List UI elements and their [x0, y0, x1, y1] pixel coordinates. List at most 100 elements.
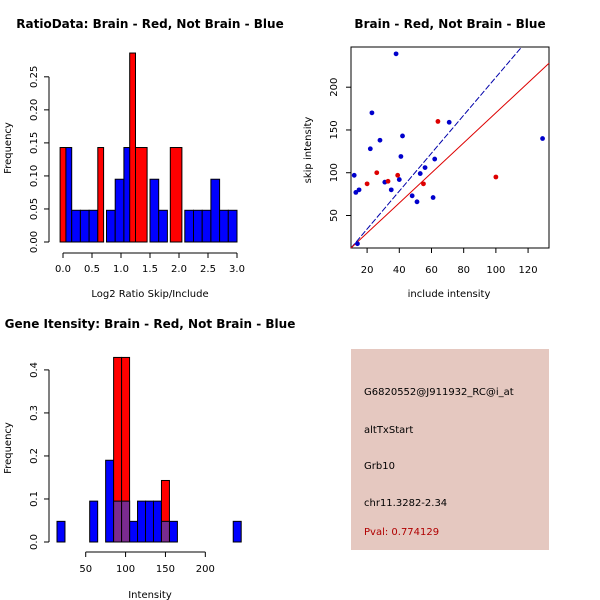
ratio-bar-not-brain-5 — [114, 178, 125, 243]
ratio-x-tick-label: 2.0 — [171, 264, 187, 275]
scatter-x-tick-label: 60 — [425, 265, 438, 276]
genomic-location: chr11.3282-2.34 — [364, 498, 448, 509]
ratio-bar-not-brain-3 — [88, 209, 99, 243]
ratio-bar-not-brain-10 — [193, 209, 203, 243]
scatter-point-not-brain — [409, 193, 415, 199]
scatter-plot-frame — [350, 46, 550, 249]
intensity-x-tick-label: 200 — [196, 564, 215, 575]
ratio-x-tick-label: 2.5 — [200, 264, 216, 275]
ratio-bar-not-brain-11 — [201, 209, 212, 243]
scatter-point-brain — [374, 170, 380, 176]
ratio-y-tick-label: 0.25 — [29, 66, 40, 88]
scatter-point-not-brain — [356, 187, 362, 193]
ratio-bar-brain-0 — [59, 147, 67, 243]
ratio-bar-brain-4 — [169, 147, 183, 243]
fit-line-brain — [350, 62, 550, 249]
scatter-points — [351, 51, 545, 247]
intensity-bar-overlap-1 — [121, 500, 131, 543]
ratio-x-tick-label: 1.5 — [142, 264, 158, 275]
scatter-xlabel: include intensity — [408, 289, 491, 300]
ratio-histogram-xlabel: Log2 Ratio Skip/Include — [91, 289, 208, 300]
ratio-x-tick-label: 1.0 — [113, 264, 129, 275]
scatter-point-not-brain — [417, 171, 423, 176]
intensity-x-tick-label: 150 — [156, 564, 175, 575]
event-type: altTxStart — [364, 425, 414, 436]
scatter-point-not-brain — [414, 199, 420, 205]
ratio-y-tick-label: 0.20 — [29, 99, 40, 121]
intensity-y-tick-label: 0.2 — [29, 448, 40, 464]
scatter-point-not-brain — [367, 146, 373, 152]
intensity-bar-not-brain-1 — [89, 500, 99, 543]
intensity-histogram-ylabel: Frequency — [3, 422, 14, 474]
ratio-y-tick-label: 0.10 — [29, 165, 40, 187]
scatter-point-brain — [385, 178, 391, 184]
scatter-x-tick-label: 80 — [457, 265, 470, 276]
intensity-x-tick-label: 100 — [116, 564, 135, 575]
intensity-x-tick-label: 50 — [79, 564, 92, 575]
ratio-histogram-title: RatioData: Brain - Red, Not Brain - Blue — [16, 17, 283, 31]
gene-name: Grb10 — [364, 461, 395, 472]
fit-line-not-brain — [350, 46, 523, 249]
scatter-y-tick-label: 150 — [329, 120, 340, 139]
scatter-point-not-brain — [446, 119, 452, 125]
intensity-bar-not-brain-7 — [145, 500, 154, 543]
scatter-y-tick-label: 100 — [329, 163, 340, 182]
probe-id: G6820552@J911932_RC@i_at — [364, 387, 514, 398]
scatter-point-not-brain — [351, 172, 357, 178]
intensity-bar-overlap-0 — [113, 500, 123, 543]
scatter-point-not-brain — [400, 133, 405, 139]
intensity-histogram-axes: 50 100 150 200 0.0 0.1 0.2 0.3 0.4 — [29, 362, 215, 575]
intensity-bar-not-brain-6 — [137, 500, 147, 543]
ratio-x-tick-label: 0.0 — [55, 264, 71, 275]
ratio-histogram-axes: 0.0 0.5 1.0 1.5 2.0 2.5 3.0 0.00 0.05 0.10 0.15 0.2… — [29, 66, 245, 275]
p-value: Pval: 0.774129 — [364, 527, 440, 538]
ratio-bar-not-brain-9 — [184, 209, 195, 243]
intensity-y-tick-label: 0.1 — [29, 491, 40, 507]
scatter-point-not-brain — [355, 241, 360, 247]
intensity-bar-overlap-2 — [160, 520, 170, 543]
ratio-bar-not-brain-7 — [149, 178, 160, 243]
scatter-point-brain — [395, 172, 401, 178]
scatter-point-not-brain — [432, 156, 438, 162]
intensity-y-tick-label: 0.3 — [29, 405, 40, 421]
scatter-y-tick-label: 200 — [329, 78, 340, 97]
ratio-y-tick-label: 0.05 — [29, 198, 40, 220]
intensity-bar-not-brain-0 — [56, 520, 66, 543]
scatter-x-tick-label: 20 — [361, 265, 374, 276]
ratio-bar-brain-2 — [129, 52, 136, 243]
ratio-x-tick-label: 0.5 — [84, 264, 100, 275]
scatter-point-not-brain — [430, 195, 436, 200]
scatter-point-brain — [493, 174, 499, 180]
scatter-point-brain — [421, 181, 426, 187]
ratio-y-tick-label: 0.15 — [29, 132, 40, 154]
scatter-point-not-brain — [388, 187, 394, 193]
intensity-histogram-bars — [56, 356, 242, 543]
scatter-point-not-brain — [377, 137, 383, 143]
ratio-histogram-ylabel: Frequency — [3, 122, 14, 174]
ratio-bar-not-brain-12 — [210, 178, 221, 243]
scatter-ylabel: skip intensity — [303, 117, 314, 184]
scatter-x-tick-label: 120 — [519, 265, 538, 276]
ratio-x-tick-label: 3.0 — [229, 264, 245, 275]
intensity-bar-not-brain-2 — [105, 459, 115, 543]
ratio-y-tick-label: 0.00 — [29, 231, 40, 253]
scatter-point-brain — [364, 181, 370, 187]
ratio-histogram: RatioData: Brain - Red, Not Brain - Blue… — [3, 17, 284, 300]
scatter-point-not-brain — [540, 136, 545, 141]
scatter-point-not-brain — [369, 110, 375, 116]
intensity-y-tick-label: 0.0 — [29, 534, 40, 550]
scatter-y-tick-label: 50 — [329, 209, 340, 222]
scatter-x-tick-label: 40 — [393, 265, 406, 276]
scatter-point-brain — [435, 119, 441, 124]
scatter-point-not-brain — [422, 165, 428, 171]
scatter-point-not-brain — [396, 177, 402, 182]
intensity-histogram-xlabel: Intensity — [128, 590, 172, 600]
intensity-bar-not-brain-8 — [152, 500, 162, 543]
scatter-point-not-brain — [393, 51, 399, 57]
scatter-title: Brain - Red, Not Brain - Blue — [354, 17, 545, 31]
intensity-bar-not-brain-10 — [232, 520, 242, 543]
intensity-bar-not-brain-5 — [129, 520, 139, 543]
ratio-bar-not-brain-4 — [106, 209, 116, 243]
ratio-bar-brain-3 — [135, 147, 148, 243]
